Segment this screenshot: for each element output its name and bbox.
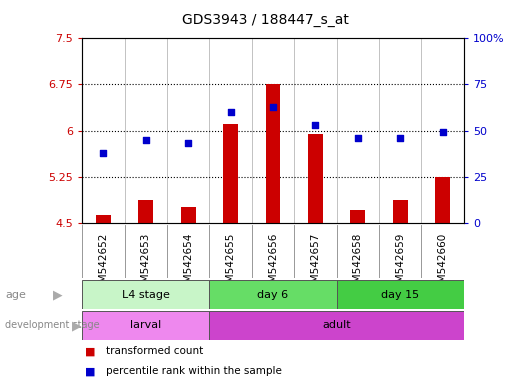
Bar [181,207,196,223]
Text: GSM542653: GSM542653 [141,233,151,296]
Bar [393,200,408,223]
Text: GSM542656: GSM542656 [268,233,278,296]
Text: day 6: day 6 [258,290,288,300]
Point [311,122,320,128]
Point [226,109,235,115]
Text: GSM542658: GSM542658 [353,233,363,296]
Bar [337,280,464,309]
Text: GSM542659: GSM542659 [395,233,405,296]
Bar [209,311,464,340]
Text: GSM542652: GSM542652 [99,233,108,296]
Point [184,141,192,147]
Point [142,137,150,143]
Point [99,150,108,156]
Text: day 15: day 15 [381,290,419,300]
Text: GSM542660: GSM542660 [438,233,447,296]
Text: ■: ■ [85,346,95,356]
Bar [350,210,365,223]
Bar [138,200,153,223]
Point [396,135,404,141]
Text: adult: adult [322,320,351,331]
Text: GSM542657: GSM542657 [311,233,320,296]
Text: percentile rank within the sample: percentile rank within the sample [106,366,282,376]
Text: ▶: ▶ [53,288,63,301]
Text: larval: larval [130,320,161,331]
Text: transformed count: transformed count [106,346,203,356]
Point [354,135,362,141]
Bar [223,124,238,223]
Text: GDS3943 / 188447_s_at: GDS3943 / 188447_s_at [182,13,348,27]
Bar [435,177,450,223]
Bar [96,215,111,223]
Point [438,129,447,136]
Text: GSM542655: GSM542655 [226,233,235,296]
Bar [209,280,337,309]
Text: GSM542654: GSM542654 [183,233,193,296]
Point [269,104,277,110]
Text: ▶: ▶ [72,319,81,332]
Bar [266,84,280,223]
Text: development stage: development stage [5,320,100,331]
Bar [82,280,209,309]
Text: age: age [5,290,26,300]
Bar [82,311,209,340]
Bar [308,134,323,223]
Text: L4 stage: L4 stage [122,290,170,300]
Text: ■: ■ [85,366,95,376]
